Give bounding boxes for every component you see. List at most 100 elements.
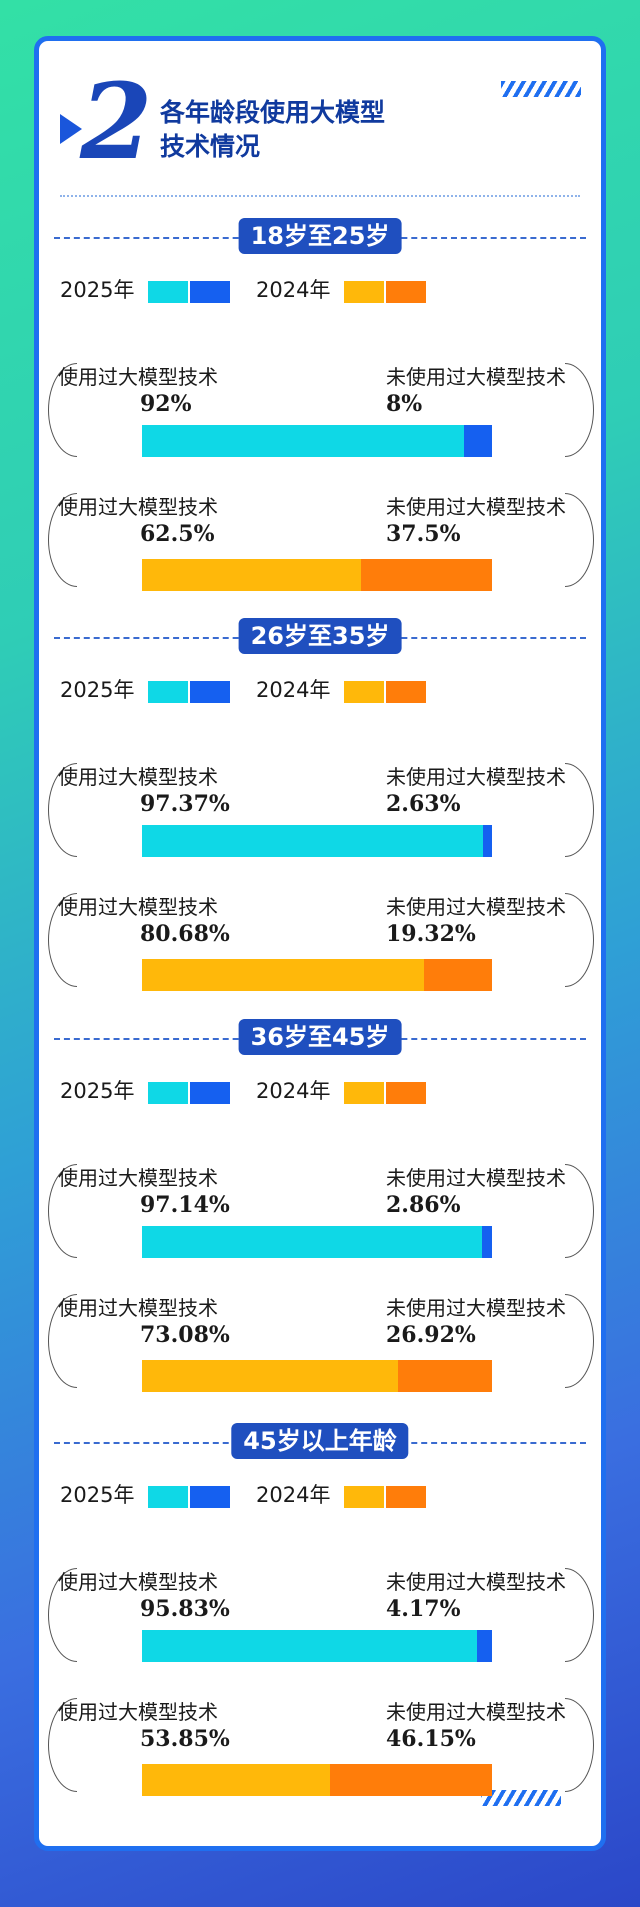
legend-label: 2024年 — [256, 678, 331, 702]
used-label: 使用过大模型技术 — [58, 1570, 218, 1594]
used-value: 53.85% — [140, 1726, 230, 1752]
legend-swatch — [386, 1486, 426, 1508]
legend-swatch — [148, 681, 188, 703]
not-used-label: 未使用过大模型技术 — [386, 1700, 566, 1724]
page-header: 2 各年龄段使用大模型 技术情况 — [60, 70, 580, 184]
legend-swatch — [148, 1486, 188, 1508]
age-group-badge: 18岁至25岁 — [238, 218, 402, 254]
bar-segment-used — [142, 1764, 331, 1796]
not-used-label: 未使用过大模型技术 — [386, 1296, 566, 1320]
bar-segment-used — [142, 1226, 482, 1258]
stacked-bar — [142, 559, 492, 591]
not-used-value: 8% — [386, 391, 423, 417]
not-used-value: 26.92% — [386, 1322, 476, 1348]
used-value: 95.83% — [140, 1596, 230, 1622]
not-used-label: 未使用过大模型技术 — [386, 1570, 566, 1594]
used-value: 92% — [140, 391, 192, 417]
used-label: 使用过大模型技术 — [58, 1700, 218, 1724]
year-row-2025: 使用过大模型技术 未使用过大模型技术 97.14% 2.86% — [0, 1164, 640, 1284]
stacked-bar — [142, 1226, 492, 1258]
age-group-section: 26岁至35岁 2025年 2024年 使用过大模型技术 未使用过大模型技术 97.37%… — [0, 615, 640, 1005]
age-group-badge: 45岁以上年龄 — [231, 1423, 409, 1459]
bar-segment-used — [142, 559, 361, 591]
year-row-2024: 使用过大模型技术 未使用过大模型技术 73.08% 26.92% — [0, 1294, 640, 1414]
not-used-label: 未使用过大模型技术 — [386, 365, 566, 389]
corner-decoration — [501, 81, 581, 97]
stacked-bar — [142, 1360, 492, 1392]
not-used-label: 未使用过大模型技术 — [386, 895, 566, 919]
stacked-bar — [142, 425, 492, 457]
used-label: 使用过大模型技术 — [58, 495, 218, 519]
legend: 2025年 2024年 — [60, 675, 520, 705]
used-value: 73.08% — [140, 1322, 230, 1348]
bar-segment-not-used — [464, 425, 492, 457]
bar-segment-used — [142, 1630, 478, 1662]
legend-swatch — [344, 1082, 384, 1104]
used-label: 使用过大模型技术 — [58, 1166, 218, 1190]
not-used-label: 未使用过大模型技术 — [386, 765, 566, 789]
year-row-2025: 使用过大模型技术 未使用过大模型技术 95.83% 4.17% — [0, 1568, 640, 1688]
used-value: 62.5% — [140, 521, 215, 547]
age-group-badge: 26岁至35岁 — [238, 618, 402, 654]
stacked-bar — [142, 959, 492, 991]
age-group-section: 36岁至45岁 2025年 2024年 使用过大模型技术 未使用过大模型技术 97.14%… — [0, 1016, 640, 1406]
bar-segment-not-used — [360, 559, 492, 591]
bar-segment-not-used — [477, 1630, 492, 1662]
not-used-value: 37.5% — [386, 521, 461, 547]
legend: 2025年 2024年 — [60, 1076, 520, 1106]
bar-segment-not-used — [330, 1764, 492, 1796]
stacked-bar — [142, 1630, 492, 1662]
legend-swatch — [386, 1082, 426, 1104]
bar-segment-used — [142, 425, 464, 457]
legend-swatch — [344, 1486, 384, 1508]
legend-label: 2024年 — [256, 1483, 331, 1507]
used-value: 80.68% — [140, 921, 230, 947]
used-label: 使用过大模型技术 — [58, 765, 218, 789]
used-label: 使用过大模型技术 — [58, 1296, 218, 1320]
content-card — [34, 36, 606, 1851]
bar-segment-used — [142, 1360, 398, 1392]
year-row-2024: 使用过大模型技术 未使用过大模型技术 62.5% 37.5% — [0, 493, 640, 613]
legend-swatch — [386, 681, 426, 703]
stacked-bar — [142, 1764, 492, 1796]
legend-swatch — [148, 1082, 188, 1104]
not-used-value: 2.86% — [386, 1192, 461, 1218]
bar-segment-not-used — [397, 1360, 492, 1392]
bar-segment-used — [142, 959, 425, 991]
used-label: 使用过大模型技术 — [58, 895, 218, 919]
corner-decoration — [481, 1790, 561, 1806]
year-row-2024: 使用过大模型技术 未使用过大模型技术 80.68% 19.32% — [0, 893, 640, 1013]
legend-swatch — [148, 281, 188, 303]
legend-swatch — [190, 681, 230, 703]
age-group-section: 45岁以上年龄 2025年 2024年 使用过大模型技术 未使用过大模型技术 95.83%… — [0, 1420, 640, 1810]
legend-label: 2024年 — [256, 278, 331, 302]
not-used-label: 未使用过大模型技术 — [386, 495, 566, 519]
legend: 2025年 2024年 — [60, 1480, 520, 1510]
age-group-badge: 36岁至45岁 — [238, 1019, 402, 1055]
header-divider — [60, 195, 580, 197]
section-number: 2 — [80, 60, 153, 183]
legend-label: 2024年 — [256, 1079, 331, 1103]
not-used-value: 4.17% — [386, 1596, 461, 1622]
legend-label: 2025年 — [60, 678, 135, 702]
not-used-value: 46.15% — [386, 1726, 476, 1752]
stacked-bar — [142, 825, 492, 857]
legend-label: 2025年 — [60, 1079, 135, 1103]
used-value: 97.37% — [140, 791, 230, 817]
year-row-2024: 使用过大模型技术 未使用过大模型技术 53.85% 46.15% — [0, 1698, 640, 1818]
not-used-label: 未使用过大模型技术 — [386, 1166, 566, 1190]
play-triangle-icon — [60, 114, 82, 144]
legend: 2025年 2024年 — [60, 275, 520, 305]
legend-swatch — [344, 281, 384, 303]
year-row-2025: 使用过大模型技术 未使用过大模型技术 97.37% 2.63% — [0, 763, 640, 883]
legend-swatch — [190, 1082, 230, 1104]
used-label: 使用过大模型技术 — [58, 365, 218, 389]
legend-label: 2025年 — [60, 278, 135, 302]
title-line-2: 技术情况 — [160, 132, 261, 161]
title-line-1: 各年龄段使用大模型 — [160, 98, 386, 127]
bar-segment-not-used — [481, 1226, 492, 1258]
legend-swatch — [344, 681, 384, 703]
age-group-section: 18岁至25岁 2025年 2024年 使用过大模型技术 未使用过大模型技术 92% 8% 使… — [0, 215, 640, 605]
legend-swatch — [190, 281, 230, 303]
page-title: 各年龄段使用大模型 技术情况 — [160, 96, 385, 164]
